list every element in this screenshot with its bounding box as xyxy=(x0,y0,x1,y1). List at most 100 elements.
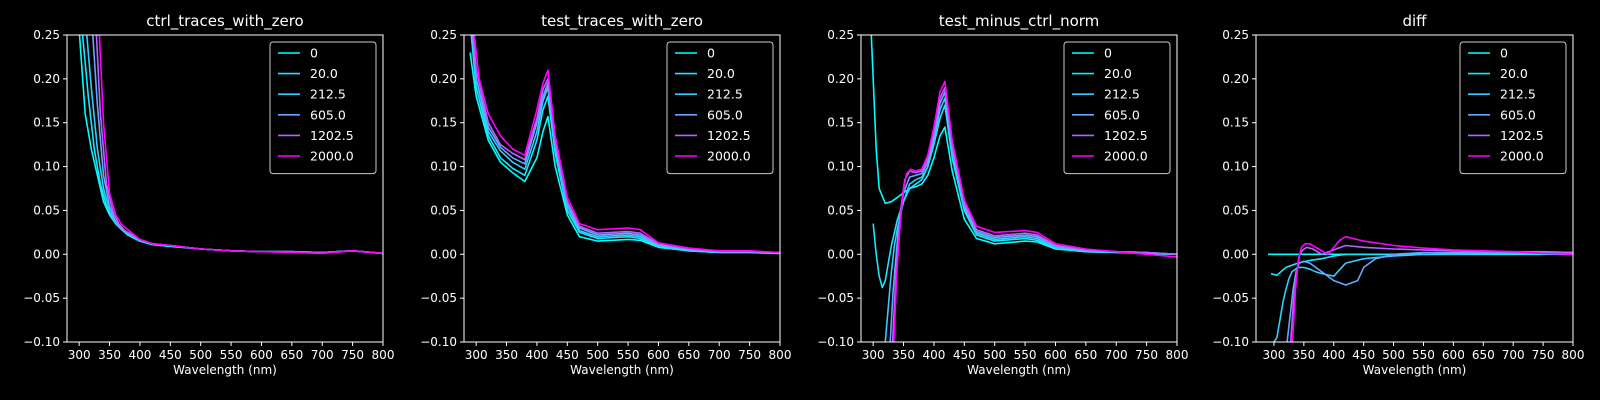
x-tick-label: 600 xyxy=(647,348,670,362)
legend-entry: 2000.0 xyxy=(707,149,751,164)
chart-title: test_minus_ctrl_norm xyxy=(939,12,1100,31)
legend-entry: 605.0 xyxy=(1500,107,1536,122)
x-tick-label: 300 xyxy=(1262,348,1285,362)
y-tick-label: 0.25 xyxy=(430,28,457,42)
y-tick-label: 0.15 xyxy=(430,116,457,130)
y-tick-label: 0.25 xyxy=(827,28,854,42)
x-tick-label: 800 xyxy=(769,348,792,362)
chart-panel-2: test_minus_ctrl_norm 300 350 400 450 500 550 60… xyxy=(817,12,1188,377)
legend: 0 20.0 212.5 605.0 1202.5 2000.0 xyxy=(269,41,377,175)
y-tick-label: 0.05 xyxy=(827,203,854,217)
axes-frame xyxy=(860,34,1178,343)
chart-panel-0: ctrl_traces_with_zero 300 350 400 450 500 550 6… xyxy=(23,12,394,377)
legend-entry: 2000.0 xyxy=(310,149,354,164)
legend-entry: 605.0 xyxy=(1104,107,1140,122)
y-tick-label: −0.05 xyxy=(23,291,60,305)
legend-entry: 212.5 xyxy=(1500,87,1536,102)
x-axis-label: Wavelength (nm) xyxy=(1363,363,1467,377)
x-tick-label: 400 xyxy=(1322,348,1345,362)
x-tick-label: 800 xyxy=(372,348,395,362)
y-tick-label: 0.15 xyxy=(827,116,854,130)
legend-entry: 20.0 xyxy=(1104,66,1132,81)
legend-entry: 2000.0 xyxy=(1500,149,1544,164)
series-line-2 xyxy=(1273,252,1573,342)
series-line-1 xyxy=(872,104,1177,289)
legend-entry: 0 xyxy=(707,46,715,61)
series-group xyxy=(78,35,383,255)
legend-entry: 212.5 xyxy=(310,87,346,102)
series-group xyxy=(1268,235,1573,342)
y-tick-label: 0.05 xyxy=(33,203,60,217)
y-tick-label: −0.05 xyxy=(817,291,854,305)
x-tick-label: 550 xyxy=(617,348,640,362)
x-tick-label: 500 xyxy=(1382,348,1405,362)
x-tick-label: 700 xyxy=(708,348,731,362)
x-tick-label: 350 xyxy=(98,348,121,362)
x-tick-label: 400 xyxy=(922,348,945,362)
x-tick-label: 650 xyxy=(280,348,303,362)
x-tick-label: 750 xyxy=(1532,348,1555,362)
x-tick-label: 500 xyxy=(189,348,212,362)
series-group xyxy=(469,35,780,255)
legend-entry: 605.0 xyxy=(707,107,743,122)
legend-entry: 212.5 xyxy=(707,87,743,102)
legend-entry: 1202.5 xyxy=(707,128,751,143)
x-tick-label: 700 xyxy=(311,348,334,362)
x-tick-label: 400 xyxy=(128,348,151,362)
x-tick-label: 350 xyxy=(892,348,915,362)
x-tick-label: 450 xyxy=(556,348,579,362)
chart-title: diff xyxy=(1402,12,1427,30)
x-tick-label: 700 xyxy=(1105,348,1128,362)
chart-title: ctrl_traces_with_zero xyxy=(146,12,303,31)
series-line-1 xyxy=(470,35,780,255)
x-tick-label: 650 xyxy=(1074,348,1097,362)
chart-title: test_traces_with_zero xyxy=(541,12,703,31)
y-tick-label: 0.00 xyxy=(33,247,60,261)
axes-frame xyxy=(1255,34,1574,343)
y-tick-label: 0.00 xyxy=(430,247,457,261)
y-tick-label: 0.15 xyxy=(33,116,60,130)
x-tick-label: 300 xyxy=(68,348,91,362)
series-line-4 xyxy=(1289,244,1573,342)
x-tick-label: 600 xyxy=(250,348,273,362)
x-tick-label: 550 xyxy=(220,348,243,362)
y-tick-label: −0.10 xyxy=(23,335,60,349)
x-tick-label: 600 xyxy=(1044,348,1067,362)
legend-box xyxy=(269,41,377,175)
legend-entry: 1202.5 xyxy=(1500,128,1544,143)
series-line-5 xyxy=(98,35,383,255)
legend-entry: 212.5 xyxy=(1104,87,1140,102)
x-tick-label: 450 xyxy=(1352,348,1375,362)
y-tick-label: 0.10 xyxy=(827,160,854,174)
series-group xyxy=(870,35,1177,342)
chart-panel-1: test_traces_with_zero 300 350 400 450 500 550 6… xyxy=(420,12,791,377)
x-tick-label: 800 xyxy=(1166,348,1189,362)
y-tick-label: 0.20 xyxy=(827,72,854,86)
x-axis-label: Wavelength (nm) xyxy=(967,363,1071,377)
x-tick-label: 700 xyxy=(1502,348,1525,362)
x-tick-label: 500 xyxy=(983,348,1006,362)
axes-frame xyxy=(66,34,384,343)
legend-entry: 20.0 xyxy=(310,66,338,81)
y-tick-label: 0.15 xyxy=(1222,116,1249,130)
legend-entry: 0 xyxy=(1500,46,1508,61)
y-tick-label: 0.25 xyxy=(33,28,60,42)
x-tick-label: 550 xyxy=(1412,348,1435,362)
legend: 0 20.0 212.5 605.0 1202.5 2000.0 xyxy=(666,41,774,175)
legend: 0 20.0 212.5 605.0 1202.5 2000.0 xyxy=(1063,41,1171,175)
x-tick-label: 600 xyxy=(1442,348,1465,362)
x-axis-label: Wavelength (nm) xyxy=(570,363,674,377)
x-tick-label: 750 xyxy=(1135,348,1158,362)
x-tick-label: 650 xyxy=(677,348,700,362)
series-line-5 xyxy=(473,35,780,254)
x-tick-label: 500 xyxy=(586,348,609,362)
y-tick-label: 0.00 xyxy=(1222,247,1249,261)
y-tick-label: −0.05 xyxy=(420,291,457,305)
y-tick-label: 0.20 xyxy=(430,72,457,86)
x-tick-label: 450 xyxy=(159,348,182,362)
y-tick-label: 0.10 xyxy=(430,160,457,174)
y-tick-label: 0.10 xyxy=(33,160,60,174)
axes-frame xyxy=(463,34,781,343)
x-tick-label: 450 xyxy=(953,348,976,362)
